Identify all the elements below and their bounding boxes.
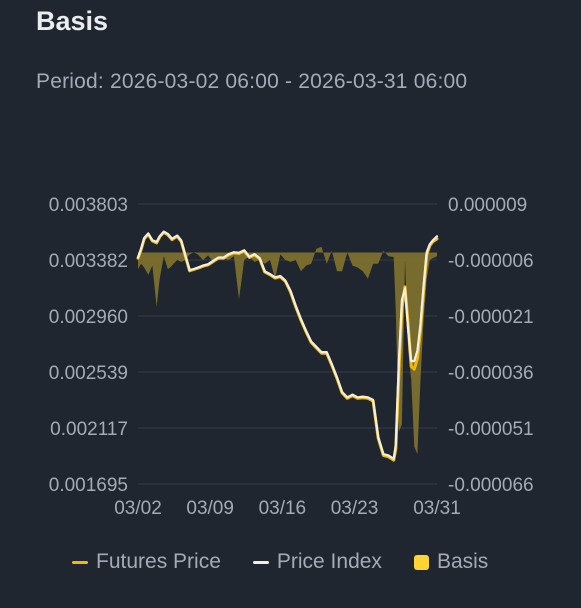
x-tick-label: 03/16 [259, 498, 307, 519]
y-left-tick-label: 0.001695 [49, 475, 128, 496]
chart-legend: Futures Price Price Index Basis [72, 550, 520, 574]
y-right-tick-label: -0.000006 [448, 251, 534, 272]
legend-item-basis[interactable]: Basis [413, 550, 489, 574]
y-right-tick-label: -0.000021 [448, 307, 534, 328]
y-left-tick-label: 0.002539 [49, 363, 128, 384]
basis-swatch [413, 554, 429, 570]
y-left-tick-label: 0.002960 [49, 307, 128, 328]
x-tick-label: 03/02 [114, 498, 162, 519]
legend-item-price-index[interactable]: Price Index [252, 550, 382, 574]
legend-label-futures-price: Futures Price [96, 550, 221, 573]
y-right-tick-label: -0.000066 [448, 475, 534, 496]
x-tick-label: 03/09 [186, 498, 234, 519]
y-left-tick-label: 0.002117 [50, 419, 128, 440]
y-right-tick-label: 0.000009 [448, 195, 527, 216]
futures-price-swatch [72, 560, 88, 564]
price-index-swatch [252, 560, 269, 564]
price-index-line [136, 230, 439, 460]
basis-chart[interactable]: 0.003803 0.000009 0.003382 -0.000006 0.00296… [0, 0, 581, 540]
legend-label-basis: Basis [436, 550, 489, 573]
y-right-tick-label: -0.000051 [448, 419, 534, 440]
legend-label-price-index: Price Index [276, 550, 382, 573]
period-range: Period: 2026-03-02 06:00 - 2026-03-31 06… [36, 70, 468, 93]
y-left-tick-label: 0.003382 [49, 251, 128, 272]
legend-item-futures-price[interactable]: Futures Price [72, 550, 221, 574]
x-tick-label: 03/31 [413, 498, 461, 519]
y-left-tick-label: 0.003803 [49, 195, 128, 216]
chart-title: Basis [36, 6, 109, 36]
futures-price-line [136, 230, 439, 462]
x-tick-label: 03/23 [331, 498, 379, 519]
y-right-tick-label: -0.000036 [448, 363, 534, 384]
basis-area [138, 246, 437, 455]
